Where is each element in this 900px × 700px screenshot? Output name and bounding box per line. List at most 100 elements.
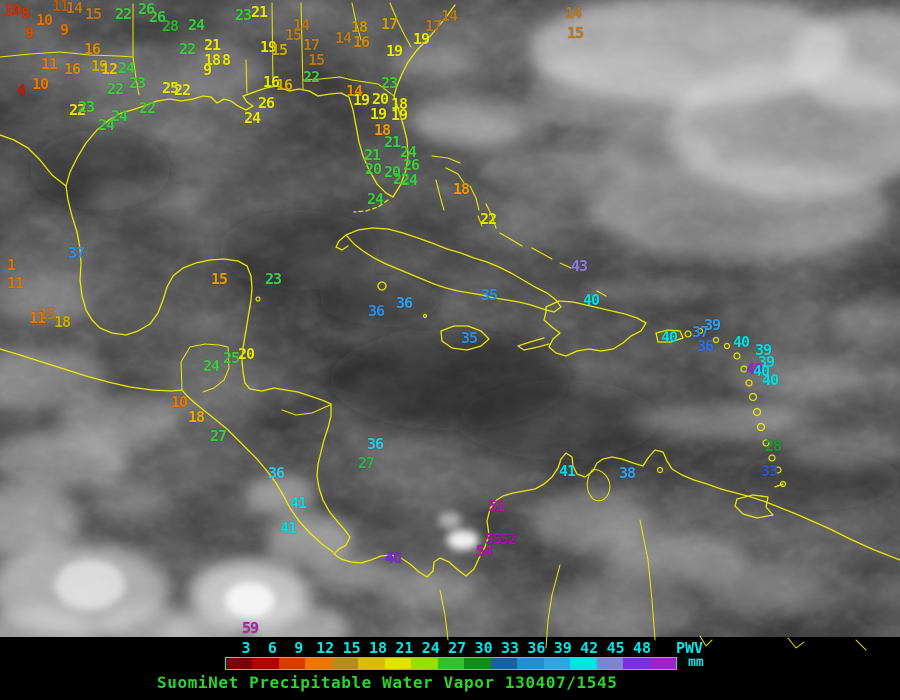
colorbar-segment — [305, 658, 332, 669]
colorbar-segment — [411, 658, 438, 669]
colorbar-tick-label: 30 — [474, 639, 493, 657]
station-pwv-value: 37 — [691, 323, 709, 341]
station-pwv-value: 9 — [59, 21, 69, 39]
station-pwv-value: 10 — [170, 393, 188, 411]
colorbar-tick-label: 21 — [395, 639, 414, 657]
station-pwv-value: 16 — [262, 73, 280, 91]
colorbar-segment — [384, 658, 412, 669]
station-pwv-value: 52 — [499, 530, 517, 548]
station-pwv-value: 15 — [270, 41, 288, 59]
station-pwv-value: 10 — [31, 75, 49, 93]
colorbar-tick-label: 45 — [606, 639, 625, 657]
lesser-antilles-islands — [255, 296, 787, 488]
station-pwv-value: 22 — [114, 5, 132, 23]
station-pwv-value: 18 — [187, 408, 205, 426]
station-pwv-value: 19 — [352, 91, 370, 109]
station-pwv-value: 20 — [371, 90, 389, 108]
jamaica-coastline — [440, 325, 490, 351]
station-pwv-value: 25 — [222, 349, 240, 367]
station-pwv-value: 14 — [564, 4, 582, 22]
station-pwv-value: 26 — [402, 156, 420, 174]
colorbar-segment — [596, 658, 624, 669]
station-pwv-value: 16 — [83, 40, 101, 58]
guatemala-borders — [180, 343, 331, 416]
florida-keys — [353, 199, 389, 213]
colorbar-tick-label: 3 — [241, 639, 251, 657]
station-pwv-value: 22 — [178, 40, 196, 58]
station-pwv-value: 20 — [364, 160, 382, 178]
station-pwv-value: 19 — [412, 30, 430, 48]
station-pwv-value: 26 — [137, 0, 155, 18]
colorbar-tick-label: 33 — [500, 639, 520, 657]
station-pwv-value: 18 — [53, 313, 71, 331]
station-pwv-value: 21 — [363, 146, 381, 164]
station-pwv-value: 54 — [475, 542, 493, 560]
station-pwv-value: 14 — [334, 29, 352, 47]
station-pwv-value: 41 — [289, 494, 307, 512]
station-pwv-value: 11 — [6, 274, 24, 292]
coastline-overlay — [0, 2, 900, 651]
colorbar-tick-label: 9 — [294, 639, 304, 657]
colorbar-segment — [331, 658, 359, 669]
station-pwv-value: 20 — [237, 345, 255, 363]
unit-label: PWV — [676, 639, 704, 657]
colorbar-segment — [623, 658, 650, 669]
station-pwv-value: 19 — [385, 42, 403, 60]
station-pwv-value: 12 — [100, 60, 118, 78]
station-pwv-value: 24 — [400, 171, 418, 189]
station-pwv-value: 24 — [117, 59, 135, 77]
station-pwv-value: 40 — [761, 371, 779, 389]
station-pwv-value: 23 — [380, 74, 398, 92]
station-pwv-value: 22 — [138, 99, 156, 117]
station-pwv-value: 23 — [234, 6, 252, 24]
colorbar-tick-label: 12 — [316, 639, 335, 657]
hispaniola-coastline — [517, 300, 647, 357]
station-pwv-value: 22 — [479, 210, 497, 228]
station-pwv-value: 14 — [440, 7, 458, 25]
station-pwv-value: 9 — [24, 24, 34, 42]
bahamas-islands — [431, 155, 607, 297]
station-pwv-value: 36 — [395, 294, 413, 312]
station-pwv-value: 23 — [264, 270, 282, 288]
station-pwv-value: 22 — [106, 80, 124, 98]
station-pwv-value: 33 — [760, 462, 778, 480]
station-pwv-value: 15 — [38, 305, 56, 323]
station-pwv-value: 18 — [203, 51, 221, 69]
station-pwv-value: 27 — [209, 427, 227, 445]
station-pwv-value: 14 — [292, 16, 310, 34]
station-pwv-value: 43 — [570, 257, 588, 275]
isle-of-youth — [377, 281, 387, 291]
station-pwv-value: 17 — [302, 36, 320, 54]
station-pwv-value: 22 — [68, 101, 86, 119]
colorbar-segment — [517, 658, 544, 669]
station-pwv-value: 36 — [367, 302, 385, 320]
station-pwv-value: 39 — [754, 341, 772, 359]
mainland-coastline — [65, 4, 900, 578]
colorbar-tick-label: 39 — [553, 639, 572, 657]
station-pwv-value: 27 — [357, 454, 375, 472]
station-pwv-value: 24 — [202, 357, 220, 375]
station-pwv-value: 19 — [259, 38, 277, 56]
station-pwv-value: 22 — [392, 170, 410, 188]
colorbar-segment — [543, 658, 571, 669]
puerto-rico-coastline — [655, 329, 684, 343]
station-pwv-value: 15 — [566, 24, 584, 42]
station-pwv-value: 40 — [745, 360, 763, 378]
colorbar-tick-label: 15 — [342, 639, 361, 657]
colorbar-segment — [358, 658, 385, 669]
colorbar-tick-label: 18 — [368, 639, 388, 657]
station-pwv-value: 14 — [345, 82, 363, 100]
station-pwv-value: 17 — [424, 17, 442, 35]
station-pwv-value: 25 — [161, 79, 179, 97]
station-pwv-value: 38 — [618, 464, 636, 482]
station-pwv-value: 22 — [302, 68, 320, 86]
station-pwv-value: 11 — [51, 0, 69, 15]
station-pwv-value: 36 — [696, 337, 714, 355]
colorbar-tick-label: 48 — [632, 639, 652, 657]
south-america-borders — [439, 519, 867, 651]
colorbar-segment — [437, 658, 465, 669]
station-pwv-value: 28 — [161, 17, 179, 35]
cloud-field — [0, 0, 900, 637]
station-pwv-value: 40 — [660, 328, 678, 346]
